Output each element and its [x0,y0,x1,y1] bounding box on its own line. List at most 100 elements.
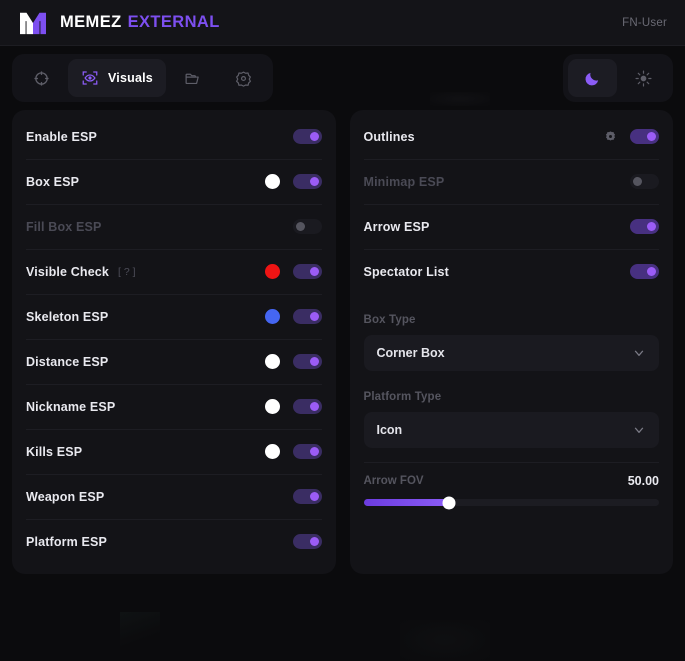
select-platform-type[interactable]: Icon [363,412,659,448]
row-controls [630,264,659,279]
tab-configs[interactable] [168,59,217,97]
toggle-outlines[interactable] [630,129,659,144]
toggle-distance-esp[interactable] [292,354,322,369]
row-controls [604,129,659,144]
background-artifact [400,620,490,660]
tab-settings[interactable] [219,59,268,97]
toggle-enable-esp[interactable] [292,129,322,144]
row-label: Arrow ESP [363,219,430,234]
color-swatch-skeleton-esp[interactable] [264,309,280,324]
field-box-type: Box Type Corner Box [350,308,674,371]
toggle-platform-esp[interactable] [292,534,322,549]
row-controls [292,489,322,504]
row-label: Enable ESP [26,129,97,144]
row-label: Kills ESP [26,444,83,459]
setting-row-distance-esp: Distance ESP [12,339,336,384]
setting-row-platform-esp: Platform ESP [12,519,336,564]
chevron-down-icon [632,346,646,360]
color-swatch-kills-esp[interactable] [264,444,280,459]
gear-icon[interactable] [604,130,617,143]
toggle-minimap-esp[interactable] [630,174,659,189]
background-artifact [120,612,160,658]
toggle-nickname-esp[interactable] [292,399,322,414]
color-swatch-nickname-esp[interactable] [264,399,280,414]
row-controls [292,219,322,234]
row-controls [264,174,322,189]
toggle-visible-check[interactable] [292,264,322,279]
color-swatch-box-esp[interactable] [264,174,280,189]
brand: MEMEZ EXTERNAL [18,10,220,36]
chevron-down-icon [632,423,646,437]
gear-icon [235,70,252,87]
toggle-spectator-list[interactable] [630,264,659,279]
row-label: Nickname ESP [26,399,116,414]
tab-visuals[interactable]: Visuals [68,59,166,97]
row-label: Weapon ESP [26,489,105,504]
field-platform-type: Platform Type Icon [350,385,674,448]
toggle-box-esp[interactable] [292,174,322,189]
setting-row-visible-check: Visible Check [ ? ] [12,249,336,294]
help-hint-icon[interactable]: [ ? ] [118,265,136,278]
crosshair-icon [33,70,50,87]
memez-logo-icon [18,10,48,36]
toolbar: Visuals [0,46,685,110]
app-header: MEMEZ EXTERNAL FN-User [0,0,685,46]
toggle-kills-esp[interactable] [292,444,322,459]
row-controls [264,399,322,414]
box-type-label: Box Type [363,314,416,326]
arrow-fov-label: Arrow FOV [363,475,424,487]
slider-arrow-fov[interactable] [363,496,659,509]
setting-row-nickname-esp: Nickname ESP [12,384,336,429]
panel-visual-extras: Outlines Minimap ESP Arrow ESP [349,110,674,574]
tab-aimbot[interactable] [17,59,66,97]
slider-thumb[interactable] [442,496,456,509]
field-arrow-fov: Arrow FOV 50.00 [350,462,674,509]
color-swatch-visible-check[interactable] [264,264,280,279]
user-label: FN-User [622,16,667,29]
row-label: Visible Check [26,264,110,279]
setting-row-weapon-esp: Weapon ESP [12,474,336,519]
setting-row-box-esp: Box ESP [12,159,336,204]
row-controls [264,309,322,324]
setting-row-outlines: Outlines [350,114,674,159]
setting-row-enable-esp: Enable ESP [12,114,336,159]
arrow-fov-value: 50.00 [627,474,659,488]
folder-icon [184,70,201,87]
tab-dark-mode[interactable] [568,59,617,97]
settings-panels: Enable ESP Box ESP Fill Box ESP V [0,110,685,574]
row-label: Fill Box ESP [26,219,102,234]
row-controls [264,354,322,369]
select-box-type[interactable]: Corner Box [363,335,659,371]
setting-row-fill-box-esp: Fill Box ESP [12,204,336,249]
row-label: Platform ESP [26,534,107,549]
sun-icon [635,69,652,87]
tab-light-mode[interactable] [619,59,668,97]
row-controls [292,534,322,549]
row-controls [292,129,322,144]
row-label: Box ESP [26,174,80,189]
setting-row-minimap-esp: Minimap ESP [350,159,674,204]
toggle-arrow-esp[interactable] [630,219,659,234]
toggle-skeleton-esp[interactable] [292,309,322,324]
tab-visuals-label: Visuals [108,71,153,85]
row-label: Spectator List [363,264,449,279]
arrow-fov-header: Arrow FOV 50.00 [364,474,660,488]
panel-esp-options: Enable ESP Box ESP Fill Box ESP V [12,110,336,574]
select-platform-type-value: Icon [376,423,403,437]
brand-name-main: MEMEZ [60,13,122,31]
theme-tab-group [563,54,673,102]
row-controls [630,219,659,234]
toggle-weapon-esp[interactable] [292,489,322,504]
main-tab-group: Visuals [12,54,273,102]
setting-row-skeleton-esp: Skeleton ESP [12,294,336,339]
toggle-fill-box-esp[interactable] [292,219,322,234]
row-label: Minimap ESP [363,174,445,189]
eye-scan-icon [81,69,99,87]
row-label: Skeleton ESP [26,309,109,324]
row-label: Distance ESP [26,354,109,369]
color-swatch-distance-esp[interactable] [264,354,280,369]
page-title: MEMEZ EXTERNAL [60,13,220,32]
row-controls [264,264,322,279]
setting-row-arrow-esp: Arrow ESP [350,204,674,249]
